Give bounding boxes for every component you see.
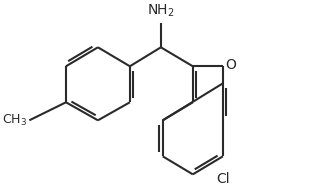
Text: CH$_3$: CH$_3$ — [2, 113, 28, 128]
Text: NH$_2$: NH$_2$ — [147, 3, 175, 19]
Text: O: O — [225, 58, 236, 72]
Text: Cl: Cl — [216, 171, 230, 185]
